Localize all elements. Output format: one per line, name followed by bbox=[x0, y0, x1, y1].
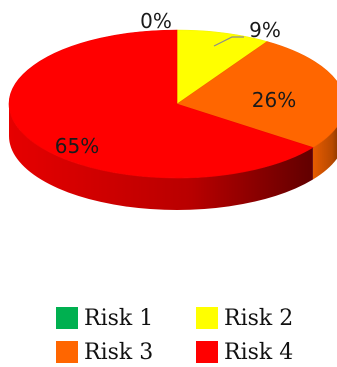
legend-item-risk-3: Risk 3 bbox=[56, 339, 196, 365]
legend-swatch-risk-1 bbox=[56, 307, 78, 329]
pie-slice-risk-4 bbox=[8, 29, 314, 179]
pie-slice-risk-2 bbox=[176, 29, 268, 105]
data-label-risk-1: 0% bbox=[140, 9, 172, 33]
legend-label-risk-1: Risk 1 bbox=[84, 305, 154, 331]
legend-swatch-risk-3 bbox=[56, 341, 78, 363]
legend-item-risk-4: Risk 4 bbox=[196, 339, 326, 365]
legend-item-risk-1: Risk 1 bbox=[56, 305, 196, 331]
pie-chart: 0% 9% 26% 65% bbox=[8, 9, 337, 210]
pie-top-faces bbox=[8, 29, 337, 179]
leader-line-risk-2 bbox=[213, 36, 244, 47]
legend-swatch-risk-2 bbox=[196, 307, 218, 329]
data-label-risk-2: 9% bbox=[249, 18, 281, 42]
legend-label-risk-3: Risk 3 bbox=[84, 339, 154, 365]
pie-side-risk-3 bbox=[312, 126, 337, 180]
pie-side-walls bbox=[9, 104, 337, 210]
legend-swatch-risk-4 bbox=[196, 341, 218, 363]
legend-item-risk-2: Risk 2 bbox=[196, 305, 326, 331]
legend-label-risk-2: Risk 2 bbox=[224, 305, 294, 331]
pie-slice-risk-3 bbox=[176, 41, 337, 148]
data-label-risk-3: 26% bbox=[252, 88, 296, 112]
legend-label-risk-4: Risk 4 bbox=[224, 339, 294, 365]
data-label-risk-4: 65% bbox=[55, 134, 99, 158]
legend: Risk 1 Risk 2 Risk 3 Risk 4 bbox=[56, 305, 326, 365]
data-labels: 0% 9% 26% 65% bbox=[55, 9, 296, 158]
pie-side-risk-4 bbox=[9, 104, 313, 210]
